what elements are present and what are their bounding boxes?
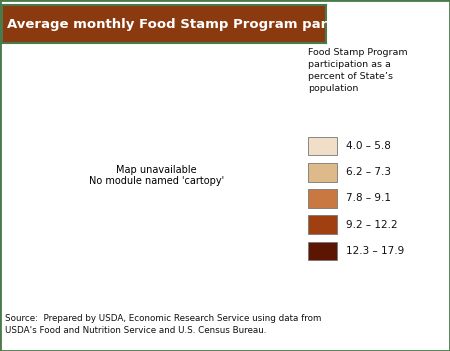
Bar [308,137,337,155]
Text: Source:  Prepared by USDA, Economic Research Service using data from
USDA's Food: Source: Prepared by USDA, Economic Resea… [5,314,322,335]
Text: Food Stamp Program
participation as a
percent of State’s
population: Food Stamp Program participation as a pe… [308,48,408,93]
Text: 12.3 – 17.9: 12.3 – 17.9 [346,246,404,256]
Text: Map unavailable
No module named 'cartopy': Map unavailable No module named 'cartopy… [89,165,224,186]
Text: 7.8 – 9.1: 7.8 – 9.1 [346,193,391,204]
Text: 4.0 – 5.8: 4.0 – 5.8 [346,141,391,151]
Bar [308,189,337,208]
Text: Average monthly Food Stamp Program participation, 2005: Average monthly Food Stamp Program parti… [7,18,445,31]
Text: 9.2 – 12.2: 9.2 – 12.2 [346,220,397,230]
Bar [308,241,337,260]
Bar [308,216,337,234]
Text: 6.2 – 7.3: 6.2 – 7.3 [346,167,391,177]
Bar [308,163,337,181]
